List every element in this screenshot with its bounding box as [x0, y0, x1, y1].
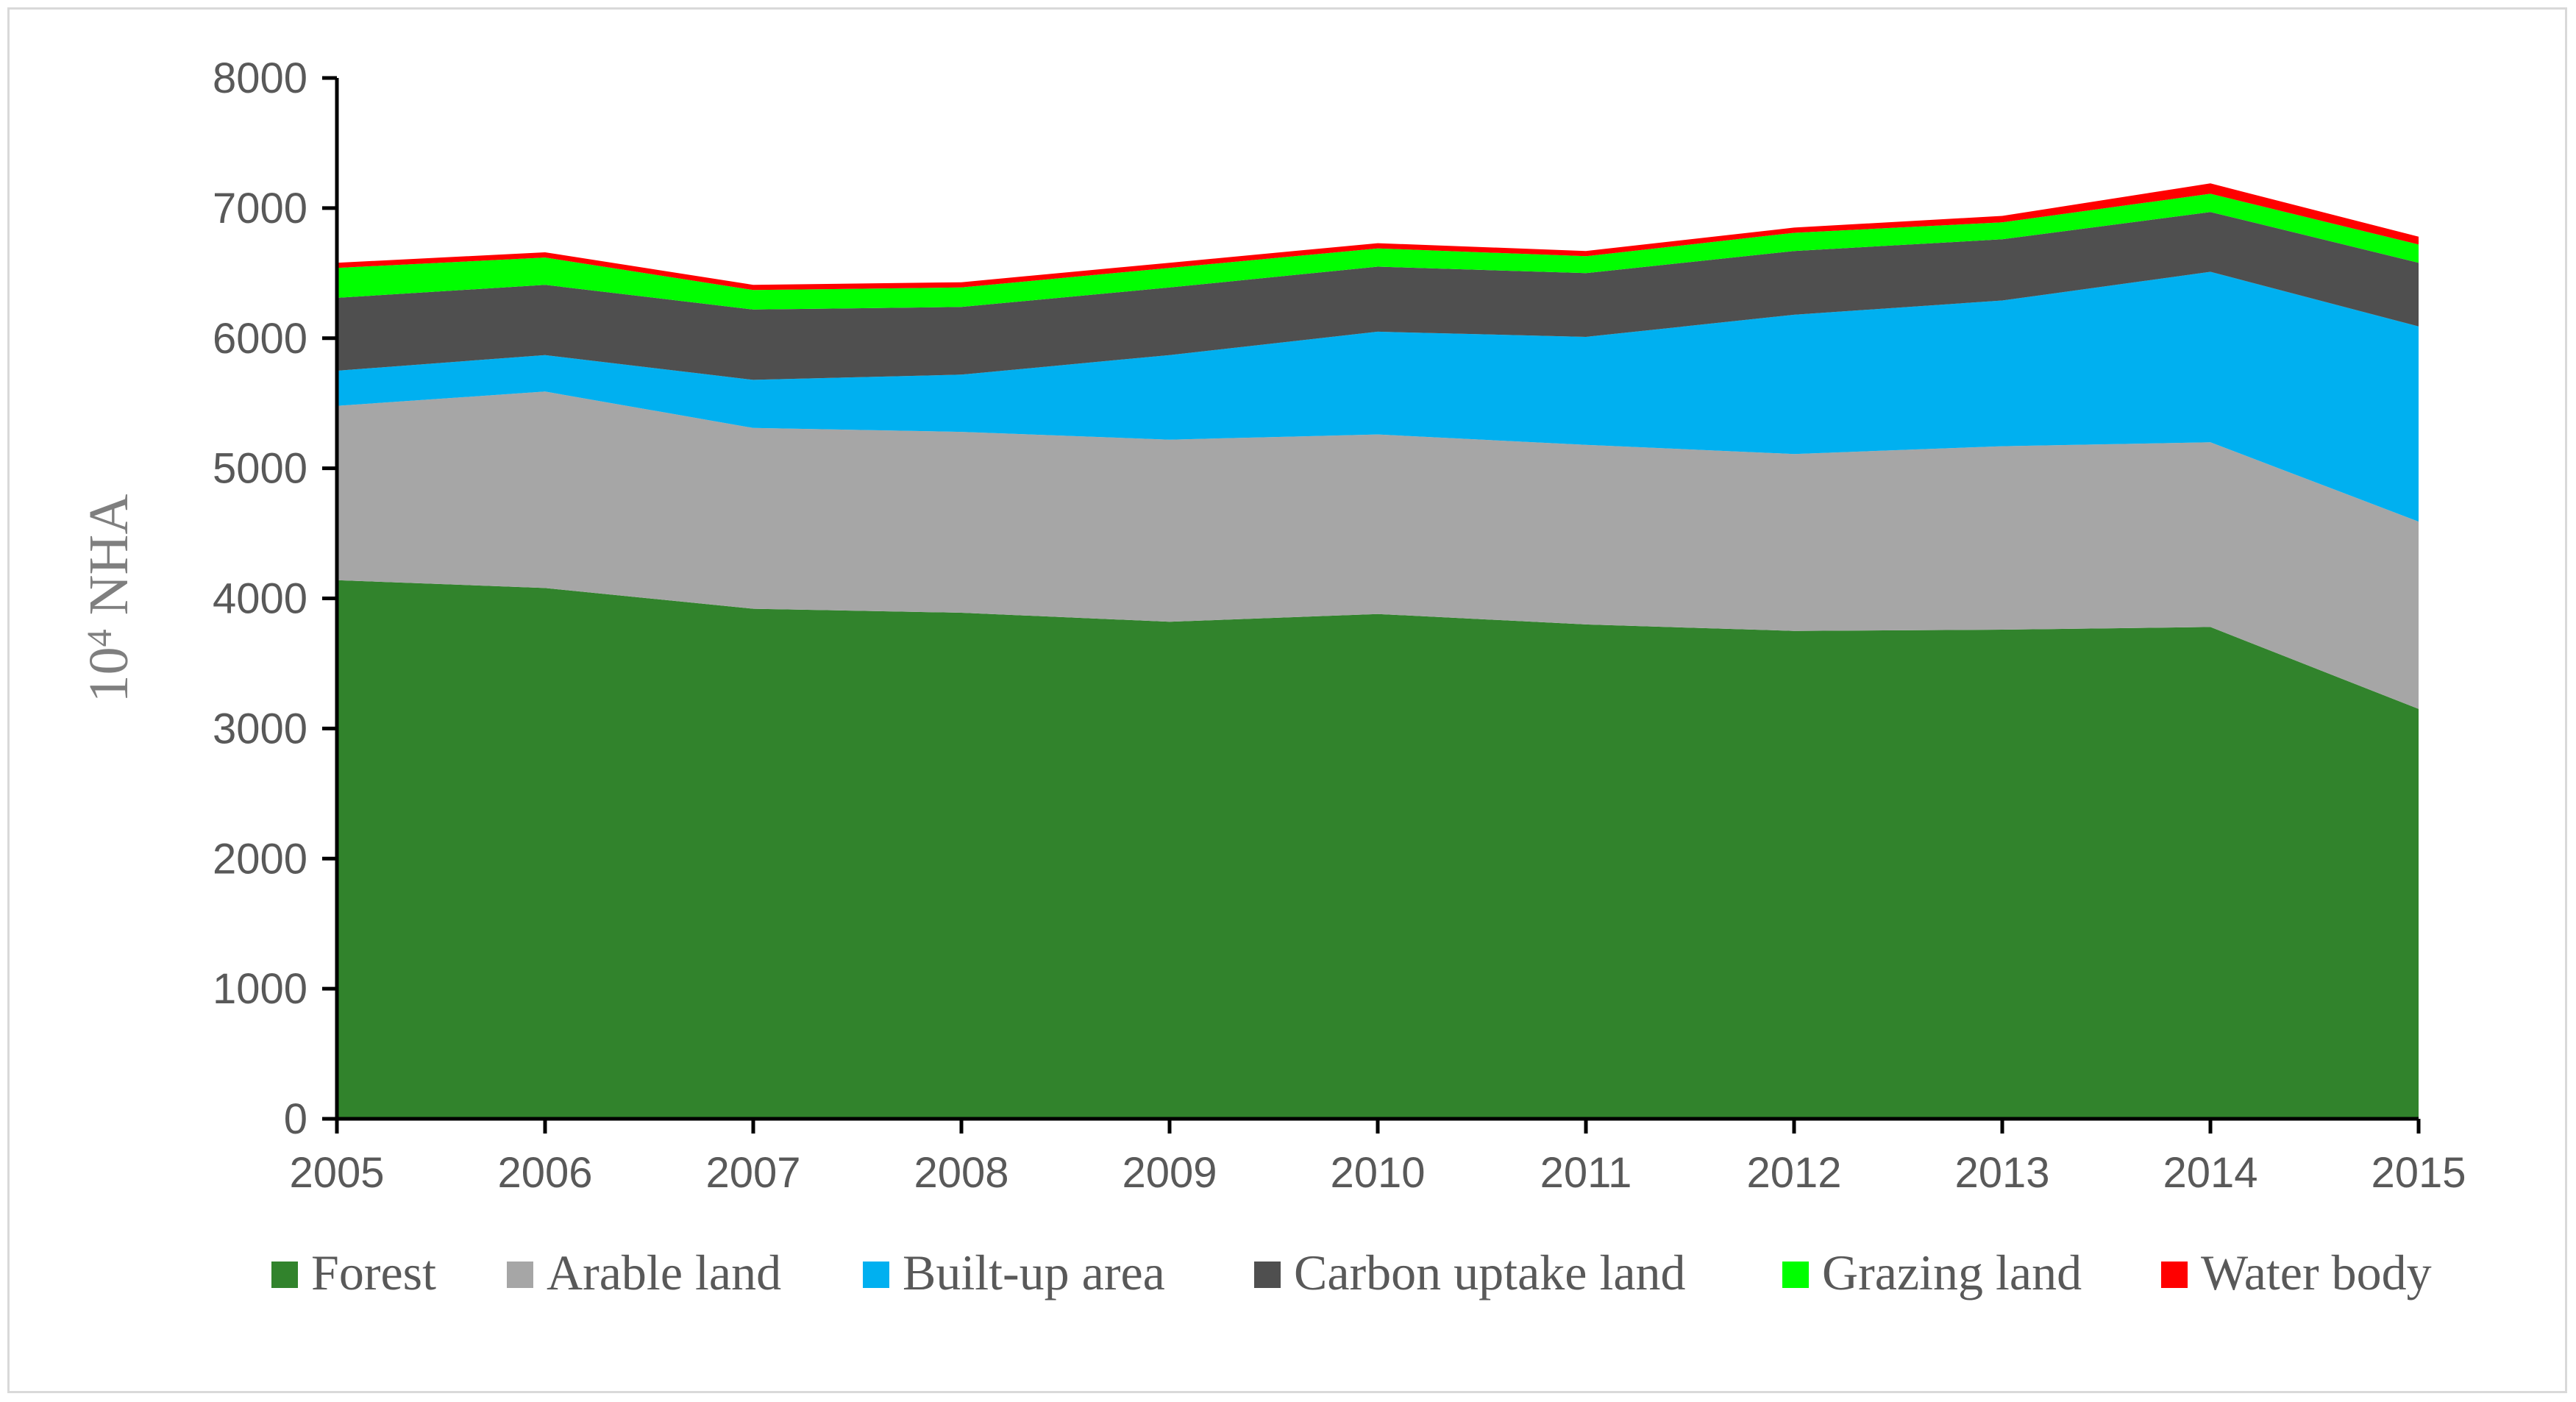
legend-swatch-arable-land [507, 1262, 533, 1288]
y-tick-label: 0 [284, 1095, 307, 1143]
legend-label-grazing-land: Grazing land [1822, 1245, 2082, 1300]
x-tick-label: 2006 [497, 1149, 592, 1197]
x-tick-label: 2009 [1122, 1149, 1217, 1197]
y-tick-label: 6000 [213, 315, 307, 363]
x-tick-label: 2010 [1330, 1149, 1425, 1197]
x-tick-label: 2007 [705, 1149, 800, 1197]
y-axis-label-unit: NHA [78, 494, 140, 630]
legend-label-carbon-uptake-land: Carbon uptake land [1294, 1245, 1686, 1300]
x-tick-label: 2012 [1746, 1149, 1841, 1197]
x-tick-label: 2011 [1540, 1149, 1632, 1197]
legend-label-arable-land: Arable land [547, 1245, 781, 1300]
area-forest [337, 580, 2419, 1119]
y-axis-label-exponent: 4 [80, 629, 119, 647]
y-tick-label: 7000 [213, 185, 307, 232]
y-tick-label: 3000 [213, 705, 307, 752]
legend-swatch-water-body [2161, 1262, 2188, 1288]
legend-label-forest: Forest [311, 1245, 436, 1300]
area-arable-land [337, 391, 2419, 709]
x-tick-label: 2013 [1954, 1149, 2049, 1197]
y-axis-label: 104 NHA [78, 494, 140, 703]
y-tick-label: 8000 [213, 54, 307, 102]
y-tick-label: 5000 [213, 445, 307, 493]
chart-frame: 0 1000 2000 3000 4000 5000 6000 7000 8000 2005 20… [7, 7, 2567, 1393]
x-tick-label: 2014 [2163, 1149, 2257, 1197]
legend-swatch-carbon-uptake-land [1254, 1262, 1281, 1288]
area-layers [337, 183, 2419, 1119]
y-tick-label: 1000 [213, 965, 307, 1013]
y-tick-label: 4000 [213, 575, 307, 623]
legend-swatch-built-up-area [863, 1262, 889, 1288]
legend-swatch-forest [271, 1262, 298, 1288]
x-tick-label: 2015 [2371, 1149, 2466, 1197]
x-axis-ticks: 2005 2006 2007 2008 2009 2010 2011 2012 2013 2014… [289, 1119, 2466, 1197]
x-tick-label: 2005 [289, 1149, 384, 1197]
area-grazing-land [337, 193, 2419, 310]
legend: Forest Arable land Built-up area Carbon upt… [271, 1245, 2432, 1300]
area-built-up-area [337, 271, 2419, 522]
legend-swatch-grazing-land [1782, 1262, 1809, 1288]
x-tick-label: 2008 [914, 1149, 1008, 1197]
y-axis-label-base: 10 [78, 647, 140, 702]
y-tick-label: 2000 [213, 835, 307, 883]
legend-label-water-body: Water body [2201, 1245, 2432, 1300]
area-carbon-uptake-land [337, 212, 2419, 380]
legend-label-built-up-area: Built-up area [903, 1245, 1165, 1300]
y-axis-ticks: 0 1000 2000 3000 4000 5000 6000 7000 8000 [213, 54, 337, 1143]
